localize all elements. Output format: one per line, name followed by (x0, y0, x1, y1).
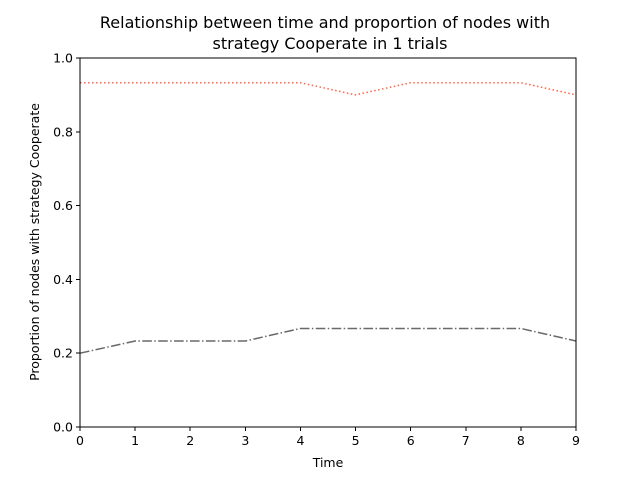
series-layer (79, 81, 577, 354)
y-tick-label: 0.4 (53, 272, 73, 287)
x-tick-label: 2 (186, 433, 194, 448)
x-tick-label: 0 (76, 433, 84, 448)
x-tick-label: 6 (407, 433, 415, 448)
series-line-2 (79, 327, 577, 354)
y-axis-label: Proportion of nodes with strategy Cooper… (27, 103, 42, 381)
x-axis-label: Time (312, 455, 344, 470)
x-tick-label: 1 (131, 433, 139, 448)
y-tick-label: 0.6 (53, 198, 73, 213)
x-tick-label: 9 (572, 433, 580, 448)
x-tick-label: 8 (517, 433, 525, 448)
series-line-1 (80, 81, 577, 96)
x-tick-label: 3 (241, 433, 249, 448)
y-axis: 0.0 0.2 0.4 0.6 0.8 1.0 (53, 51, 80, 435)
x-tick-label: 5 (352, 433, 360, 448)
x-tick-label: 7 (462, 433, 470, 448)
y-tick-label: 0.8 (53, 124, 73, 139)
y-tick-label: 1.0 (53, 51, 73, 66)
y-tick-label: 0.0 (53, 420, 73, 435)
x-axis: 0 1 2 3 4 5 6 7 8 9 (76, 427, 580, 448)
plot-area-frame (79, 57, 577, 428)
y-tick-label: 0.2 (53, 346, 73, 361)
chart-title-line-1: Relationship between time and proportion… (100, 13, 550, 32)
chart-title-line-2: strategy Cooperate in 1 trials (213, 34, 448, 53)
x-tick-label: 4 (296, 433, 304, 448)
